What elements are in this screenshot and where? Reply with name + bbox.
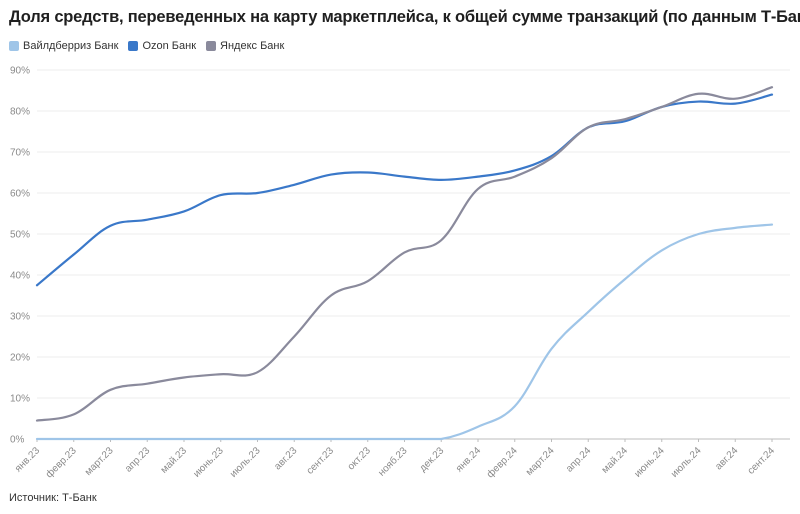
y-tick-label: 50% (10, 230, 30, 241)
series-line-wildberries (35, 223, 774, 441)
legend-item-ozon: Ozon Банк (128, 40, 196, 52)
y-tick-label: 70% (10, 148, 30, 159)
y-tick-label: 60% (10, 189, 30, 200)
legend-item-wildberries: Вайлдберриз Банк (9, 40, 118, 52)
legend-label-wildberries: Вайлдберриз Банк (23, 40, 119, 52)
legend-swatch-wildberries (9, 41, 19, 51)
x-tick-label: авг.24 (713, 445, 740, 472)
series-line-yandex (35, 86, 774, 422)
y-tick-label: 10% (10, 394, 30, 405)
x-tick-label: май.23 (159, 445, 190, 476)
x-tick-label: июнь.23 (191, 445, 226, 480)
y-tick-label: 30% (10, 312, 30, 323)
x-tick-label: окт.23 (346, 445, 373, 472)
x-tick-label: июль.23 (228, 445, 263, 480)
x-tick-label: март.24 (524, 445, 557, 478)
source-note: Источник: Т-Банк (9, 492, 97, 504)
x-tick-label: май.24 (600, 445, 631, 476)
y-tick-label: 20% (10, 353, 30, 364)
x-tick-label: янв.24 (454, 445, 483, 474)
x-tick-label: февр.24 (484, 444, 520, 480)
x-tick-label: февр.23 (43, 444, 79, 480)
chart-title: Доля средств, переведенных на карту марк… (9, 8, 800, 26)
x-tick-label: июль.24 (669, 445, 704, 480)
x-tick-label: сент.24 (746, 445, 778, 477)
legend-swatch-yandex (206, 41, 217, 51)
y-tick-label: 80% (10, 107, 30, 118)
legend: Вайлдберриз Банк Ozon Банк Яндекс Банк (9, 40, 284, 52)
y-tick-label: 40% (10, 271, 30, 282)
x-tick-label: сент.23 (305, 445, 337, 477)
legend-item-yandex: Яндекс Банк (206, 40, 284, 52)
x-tick-label: янв.23 (13, 445, 42, 474)
x-tick-label: апр.23 (123, 445, 153, 475)
y-tick-label: 90% (10, 66, 30, 77)
x-tick-label: нояб.23 (376, 444, 410, 478)
x-tick-label: июнь.24 (632, 445, 667, 480)
legend-swatch-ozon (128, 41, 139, 51)
x-tick-label: дек.23 (418, 445, 447, 474)
series-line-ozon (35, 93, 774, 287)
x-tick-label: апр.24 (564, 445, 594, 475)
x-tick-label: март.23 (83, 445, 116, 478)
y-tick-label: 0% (10, 435, 25, 446)
legend-label-ozon: Ozon Банк (142, 40, 197, 52)
x-tick-label: авг.23 (272, 445, 299, 472)
legend-label-yandex: Яндекс Банк (220, 40, 285, 52)
